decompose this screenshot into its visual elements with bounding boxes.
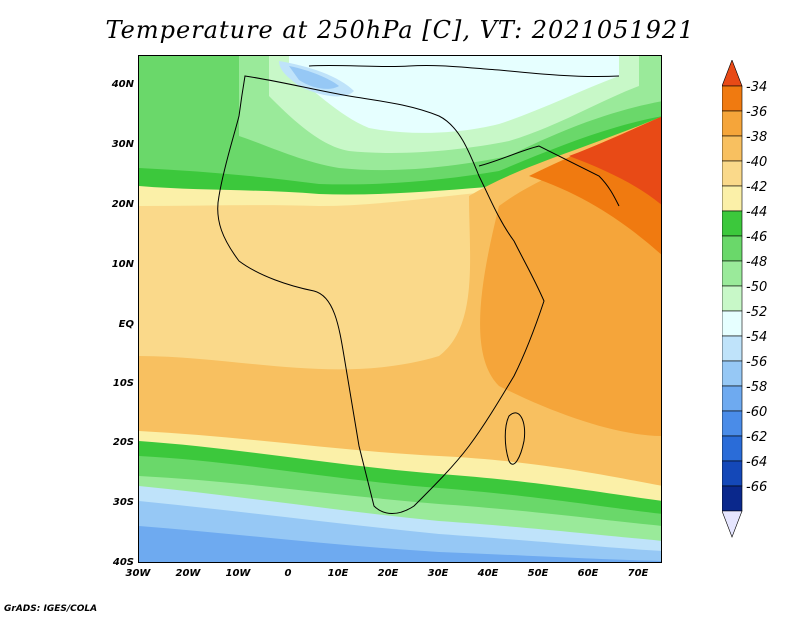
colorbar-cell [722,85,743,112]
lat-label: 30N [111,139,134,150]
lat-label: 10S [112,378,134,389]
colorbar-label: -48 [746,255,768,270]
lon-label: 20E [377,568,399,579]
colorbar-cell [722,435,743,462]
colorbar-label: -46 [746,230,768,245]
lon-label: 60E [577,568,599,579]
colorbar-cell [722,135,743,162]
madagascar-outline [504,412,526,465]
temperature-band [289,56,619,133]
lat-label: 20S [112,437,134,448]
colorbar-label: -58 [746,380,768,395]
temperature-field [139,56,661,562]
lat-label: 20N [111,199,134,210]
colorbar-cell [722,60,743,87]
colorbar-label: -60 [746,405,768,420]
colorbar-cell [722,110,743,137]
colorbar [722,60,743,538]
coastline-europe [308,64,620,78]
colorbar-cell [722,510,743,538]
colorbar-cell [722,235,743,262]
continent-outline [217,75,545,514]
colorbar-label: -40 [746,155,768,170]
temperature-band [289,66,339,89]
colorbar-label: -66 [746,480,768,495]
colorbar-label: -56 [746,355,768,370]
lon-label: 50E [527,568,549,579]
temperature-band [139,526,661,562]
colorbar-label: -42 [746,180,768,195]
colorbar-label: -50 [746,280,768,295]
lon-label: 30W [125,568,151,579]
lon-label: 30E [427,568,449,579]
colorbar-label: -36 [746,105,768,120]
lon-label: 20W [175,568,201,579]
lon-label: 70E [627,568,649,579]
colorbar-cell [722,410,743,437]
colorbar-label: -34 [746,80,768,95]
colorbar-cell [722,160,743,187]
colorbar-label: -52 [746,305,768,320]
coastline-arabia [478,145,620,207]
colorbar-label: -64 [746,455,768,470]
lat-label: 30S [112,497,134,508]
colorbar-label: -54 [746,330,768,345]
lat-label: 10N [111,259,134,270]
lat-label: 40N [111,79,134,90]
lon-label: 0 [284,568,292,579]
credit-text: GrADS: IGES/COLA [4,604,98,614]
colorbar-label: -44 [746,205,768,220]
coastline [217,64,620,514]
colorbar-cell [722,310,743,337]
map-title: Temperature at 250hPa [C], VT: 202105192… [105,16,695,44]
colorbar-cell [722,210,743,237]
colorbar-cell [722,185,743,212]
colorbar-cell [722,460,743,487]
colorbar-label: -38 [746,130,768,145]
lon-label: 10E [327,568,349,579]
colorbar-cell [722,260,743,287]
colorbar-cell [722,335,743,362]
colorbar-cell [722,285,743,312]
colorbar-cell [722,385,743,412]
colorbar-label: -62 [746,430,768,445]
colorbar-cell [722,360,743,387]
lon-label: 40E [477,568,499,579]
lon-label: 10W [225,568,251,579]
temperature-band [569,116,661,205]
colorbar-cell [722,485,743,512]
lat-label: 40S [112,557,134,568]
lat-label: EQ [118,319,134,330]
temperature-map [138,55,662,563]
